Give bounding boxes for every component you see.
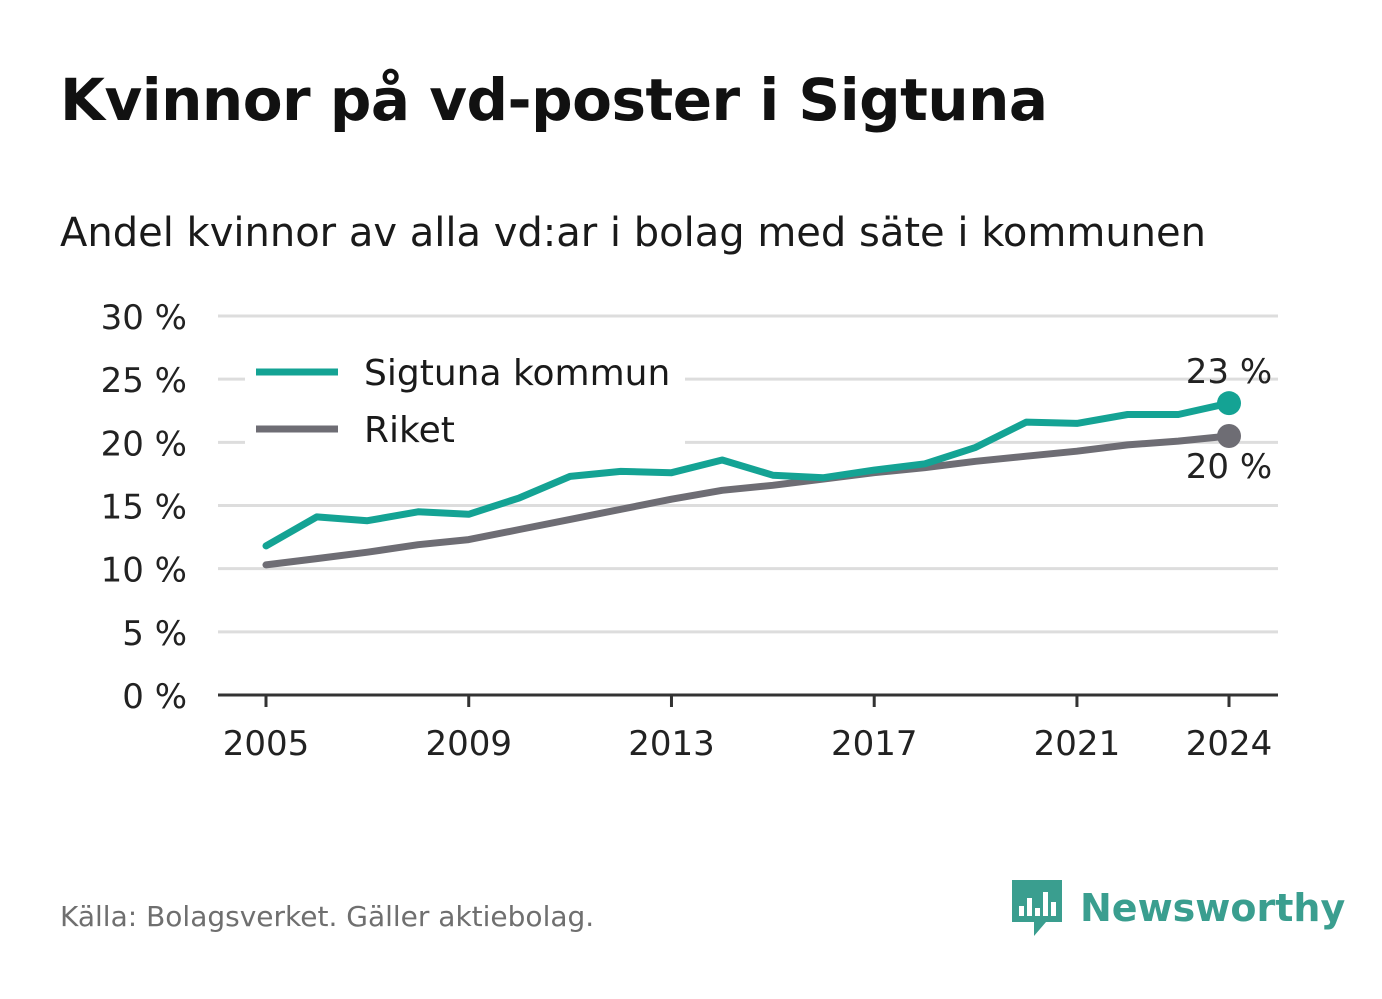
newsworthy-chart-logo-icon [1012, 880, 1062, 936]
y-tick-label: 5 % [122, 614, 187, 654]
series-line-riket [262, 432, 1233, 569]
x-tick-label: 2013 [628, 724, 715, 764]
chart-subtitle: Andel kvinnor av alla vd:ar i bolag med … [60, 210, 1206, 256]
end-point-sigtuna [1217, 391, 1241, 416]
legend-background [245, 340, 685, 460]
brand-name: Newsworthy [1080, 886, 1346, 930]
x-tick-label: 2009 [425, 724, 512, 764]
x-tick-label: 2017 [831, 724, 918, 764]
legend-label-sigtuna: Sigtuna kommun [364, 353, 670, 394]
y-tick-label: 30 % [101, 298, 187, 338]
y-axis-tick-labels: 0 % 5 % 10 % 15 % 20 % 25 % 30 % [101, 298, 187, 717]
legend: Sigtuna kommun Riket [245, 340, 685, 460]
y-tick-label: 10 % [101, 551, 187, 591]
line-chart: 0 %5 %10 %15 %20 %25 %30 % 2005 2009 2013 2… [101, 298, 1278, 764]
series-line-sigtuna [262, 399, 1233, 550]
y-tick-label: 25 % [101, 361, 187, 401]
x-tick-label: 2021 [1034, 724, 1121, 764]
legend-label-riket: Riket [364, 410, 455, 451]
x-tick-label: 2005 [223, 724, 310, 764]
series-lines [262, 391, 1241, 569]
brand-logo: Newsworthy [1010, 878, 1345, 938]
end-point-riket [1217, 424, 1241, 449]
source-note: Källa: Bolagsverket. Gäller aktiebolag. [60, 900, 595, 933]
y-tick-label: 20 % [101, 424, 187, 464]
end-label-riket: 20 % [1186, 447, 1272, 487]
y-tick-label: 0 % [122, 677, 187, 717]
y-tick-label: 15 % [101, 488, 187, 528]
end-labels: 23 % 20 % [1186, 352, 1272, 487]
end-label-sigtuna: 23 % [1186, 352, 1272, 392]
chart-title: Kvinnor på vd-poster i Sigtuna [60, 66, 1048, 134]
x-tick-label: 2024 [1186, 724, 1273, 764]
x-axis: 2005 2009 2013 2017 2021 2024 [218, 693, 1278, 764]
